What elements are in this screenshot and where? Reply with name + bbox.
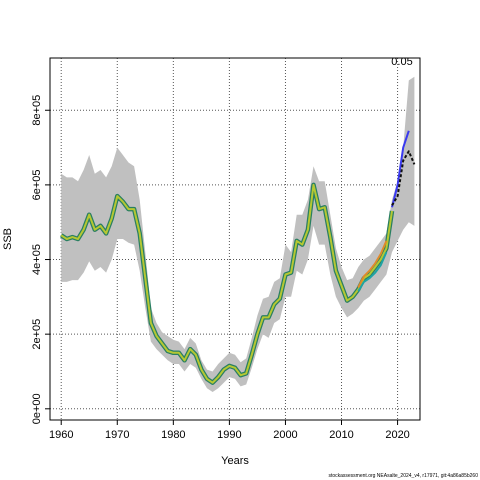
y-axis-label: SSB [2,228,14,250]
y-tick-label: 0e+00 [31,393,43,424]
series-line-blue [391,130,410,208]
y-tick-label: 6e+05 [31,169,43,200]
y-tick-label: 8e+05 [31,95,43,126]
x-axis-label: Years [221,455,249,467]
ssb-estimate-line-outline [59,182,395,385]
series-lines [59,130,416,385]
x-tick-label: 2010 [329,429,353,441]
confidence-band [61,76,415,392]
x-axis: 1960 1970 1980 1990 2000 2010 2020 [49,420,410,441]
footer-note: stockassessment.org NEAsalte_2024_v4, r1… [328,473,478,479]
series-line-orange [357,240,388,288]
plot-frame [49,57,421,421]
x-tick-label: 2020 [385,429,409,441]
series-line-black [391,150,416,206]
ssb-estimate-line [60,183,393,384]
x-tick-label: 1970 [105,429,129,441]
x-tick-label: 1960 [49,429,73,441]
x-tick-label: 1980 [161,429,185,441]
y-tick-label: 4e+05 [31,244,43,275]
x-tick-label: 1990 [217,429,241,441]
confidence-band-area [61,76,415,392]
x-tick-label: 2000 [273,429,297,441]
y-tick-label: 2e+05 [31,319,43,350]
annotation-label: 0.05 [391,56,412,68]
y-axis: 0e+00 2e+05 4e+05 6e+05 8e+05 [31,95,50,424]
series-line-teal [357,251,388,292]
